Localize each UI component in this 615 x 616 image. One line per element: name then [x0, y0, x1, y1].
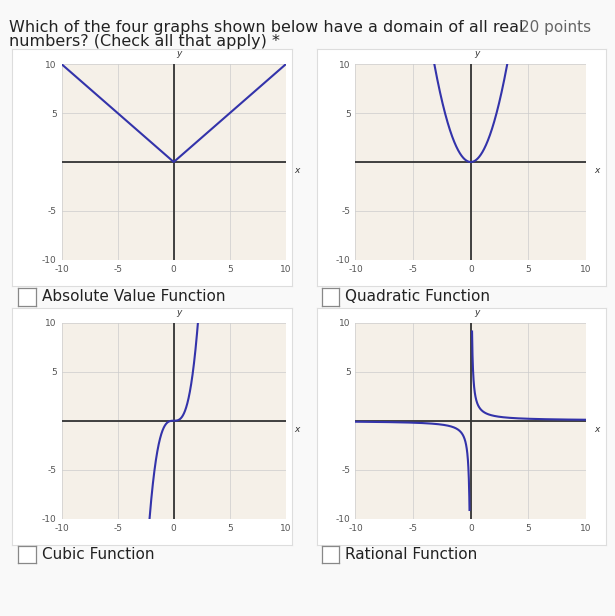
Text: y: y — [177, 49, 182, 58]
Text: x: x — [594, 166, 600, 176]
Text: x: x — [294, 425, 300, 434]
Text: Absolute Value Function: Absolute Value Function — [42, 290, 225, 304]
Text: 20 points: 20 points — [520, 20, 591, 34]
Text: y: y — [474, 49, 479, 58]
Text: Rational Function: Rational Function — [345, 547, 477, 562]
Text: y: y — [474, 308, 479, 317]
Text: x: x — [594, 425, 600, 434]
Text: Which of the four graphs shown below have a domain of all real: Which of the four graphs shown below hav… — [9, 20, 524, 34]
Text: Quadratic Function: Quadratic Function — [345, 290, 490, 304]
Text: Cubic Function: Cubic Function — [42, 547, 154, 562]
Text: numbers? (Check all that apply) *: numbers? (Check all that apply) * — [9, 34, 280, 49]
Text: y: y — [177, 308, 182, 317]
Text: x: x — [294, 166, 300, 176]
